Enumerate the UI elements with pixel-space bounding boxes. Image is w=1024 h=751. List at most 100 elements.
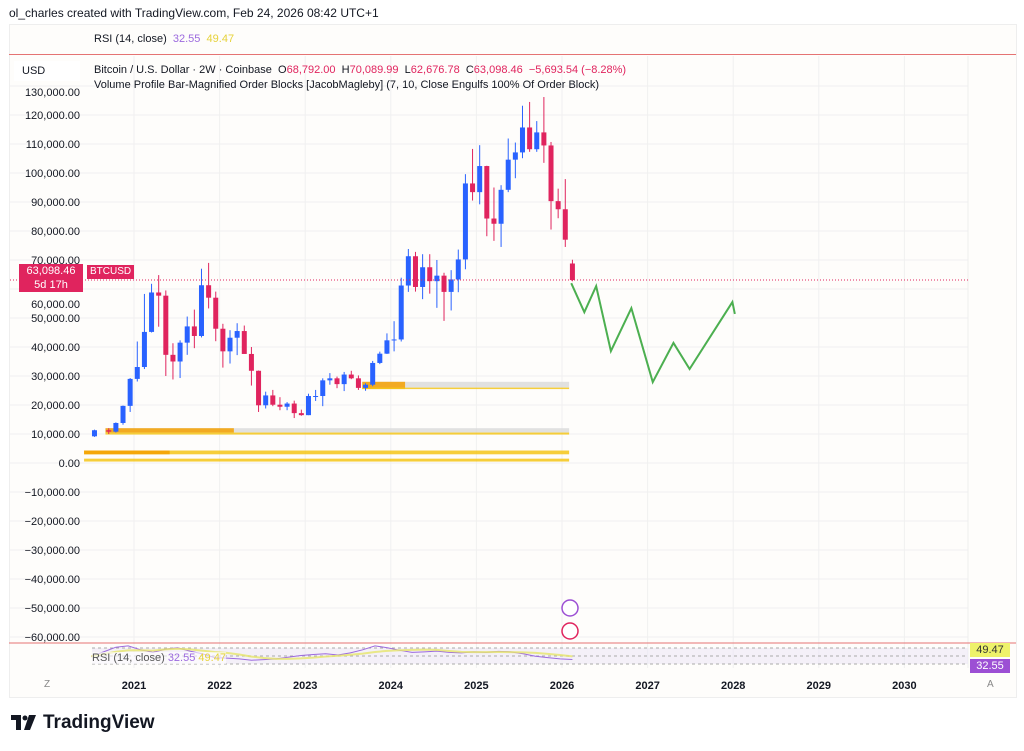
order-block-zone — [84, 450, 170, 455]
candle-body — [412, 256, 418, 287]
y-tick-label: −50,000.00 — [25, 603, 80, 615]
candle-body — [177, 342, 183, 362]
y-tick-label: 60,000.00 — [31, 299, 80, 311]
candle-body — [120, 405, 126, 423]
close-value: 63,098.46 — [473, 64, 523, 76]
chart-credit: ol_charles created with TradingView.com,… — [9, 6, 379, 20]
economic-event-icon — [561, 599, 579, 617]
rsi-pane-legend: RSI (14, close) 32.55 49.47 — [92, 652, 226, 664]
indicator-legend[interactable]: Volume Profile Bar-Magnified Order Block… — [94, 79, 600, 91]
candle-body — [441, 275, 447, 292]
candle-body — [462, 183, 468, 260]
y-tick-label: −30,000.00 — [25, 545, 80, 557]
order-block-zone — [362, 381, 570, 388]
rsi-value: 32.55 — [172, 33, 201, 45]
candle-body — [534, 132, 540, 150]
x-tick-label: 2029 — [807, 680, 831, 692]
candle-body — [391, 339, 397, 341]
rsi-axis-tag: 32.55 — [970, 659, 1010, 673]
x-tick-label: 2030 — [892, 680, 916, 692]
candle-body — [448, 279, 454, 292]
candle-body — [284, 403, 290, 407]
candle-body — [127, 378, 133, 406]
rsi-pane-ma-value: 49.47 — [198, 652, 226, 664]
y-tick-label: 10,000.00 — [31, 429, 80, 441]
candle-body — [327, 378, 333, 381]
currency-selector[interactable]: USD — [14, 61, 80, 81]
candle-body — [191, 326, 197, 336]
y-tick-label: 50,000.00 — [31, 313, 80, 325]
auto-scale-button[interactable]: A — [987, 679, 994, 690]
candle-body — [305, 396, 311, 416]
candle-body — [277, 404, 283, 407]
rsi-pane-value: 32.55 — [167, 652, 196, 664]
x-tick-label: 2021 — [122, 680, 146, 692]
order-block-zone — [84, 450, 570, 455]
y-tick-label: −20,000.00 — [25, 516, 80, 528]
close-label: C — [465, 64, 474, 76]
candle-body — [291, 403, 297, 414]
candle-body — [363, 384, 369, 388]
candle-body — [427, 267, 433, 282]
candle-body — [555, 201, 561, 210]
candle-body — [434, 275, 440, 282]
candle-body — [470, 183, 476, 193]
y-tick-label: 0.00 — [59, 458, 80, 470]
pane-separator[interactable] — [9, 54, 1016, 55]
candle-body — [206, 285, 212, 298]
candle-body — [134, 367, 140, 379]
candle-body — [263, 395, 269, 406]
candle-body — [384, 340, 390, 354]
y-tick-label: 100,000.00 — [25, 168, 80, 180]
candle-body — [562, 209, 568, 240]
rsi-ma-value: 49.47 — [206, 33, 235, 45]
current-price-label: 63,098.46 5d 17h — [19, 264, 83, 292]
symbol-title[interactable]: Bitcoin / U.S. Dollar · 2W · Coinbase — [94, 64, 272, 76]
candle-body — [405, 256, 411, 286]
rsi-legend-top: RSI (14, close) 32.55 49.47 — [94, 33, 234, 45]
symbol-legend: Bitcoin / U.S. Dollar · 2W · Coinbase O 6… — [94, 64, 626, 76]
zoom-button[interactable]: Z — [44, 679, 51, 690]
low-label: L — [404, 64, 411, 76]
order-block-zone — [84, 458, 570, 462]
candle-body — [541, 132, 547, 146]
open-label: O — [278, 64, 287, 76]
y-tick-label: −40,000.00 — [25, 574, 80, 586]
y-tick-label: 20,000.00 — [31, 400, 80, 412]
current-price: 63,098.46 — [26, 265, 76, 277]
low-value: 62,676.78 — [410, 64, 460, 76]
candle-body — [484, 166, 490, 219]
candle-body — [491, 218, 497, 224]
rsi-ma-line — [91, 647, 573, 660]
high-label: H — [341, 64, 350, 76]
candle-body — [512, 152, 518, 160]
price-chart[interactable]: 130,000.00 120,000.00 110,000.00 100,000.00… — [0, 0, 1024, 700]
candle-body — [505, 159, 511, 190]
x-tick-label: 2027 — [635, 680, 659, 692]
candle-body — [156, 292, 162, 296]
rsi-ma-axis-tag: 49.47 — [970, 643, 1010, 657]
y-tick-label: 40,000.00 — [31, 342, 80, 354]
candle-body — [248, 353, 254, 371]
candle-body — [106, 430, 112, 432]
x-tick-label: 2028 — [721, 680, 745, 692]
y-tick-label: 120,000.00 — [25, 110, 80, 122]
y-tick-label: 80,000.00 — [31, 226, 80, 238]
candle-body — [298, 413, 304, 416]
candle-body — [519, 127, 525, 153]
order-block-zone — [105, 432, 570, 435]
candle-body — [198, 285, 204, 336]
candle-body — [320, 380, 326, 397]
order-block-zone — [362, 381, 406, 390]
candle-body — [341, 374, 347, 385]
rsi-pane-label: RSI (14, close) — [92, 652, 165, 664]
y-tick-label: 30,000.00 — [31, 371, 80, 383]
candle-body — [548, 145, 554, 202]
ticker-tag: BTCUSD — [87, 265, 135, 279]
chart-frame — [9, 24, 1017, 698]
candle-body — [348, 374, 354, 379]
y-tick-label: 130,000.00 — [25, 87, 80, 99]
us-flag-event-icon — [561, 622, 579, 640]
high-value: 70,089.99 — [349, 64, 399, 76]
x-tick-label: 2026 — [550, 680, 574, 692]
